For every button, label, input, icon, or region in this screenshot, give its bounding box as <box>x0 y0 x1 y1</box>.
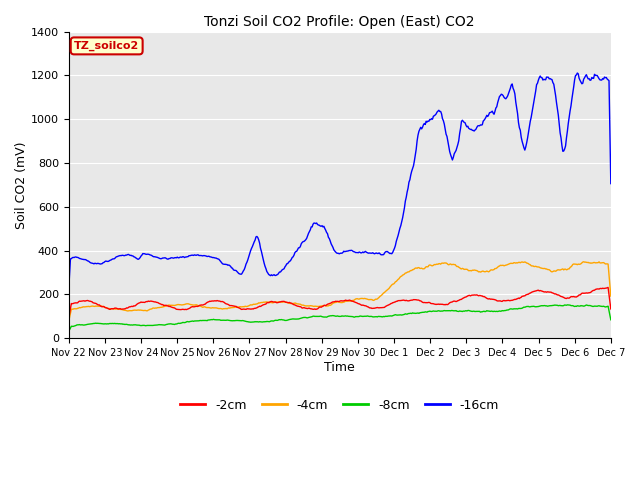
Text: TZ_soilco2: TZ_soilco2 <box>74 41 140 51</box>
Y-axis label: Soil CO2 (mV): Soil CO2 (mV) <box>15 141 28 228</box>
Title: Tonzi Soil CO2 Profile: Open (East) CO2: Tonzi Soil CO2 Profile: Open (East) CO2 <box>204 15 475 29</box>
Legend: -2cm, -4cm, -8cm, -16cm: -2cm, -4cm, -8cm, -16cm <box>175 394 504 417</box>
X-axis label: Time: Time <box>324 360 355 374</box>
